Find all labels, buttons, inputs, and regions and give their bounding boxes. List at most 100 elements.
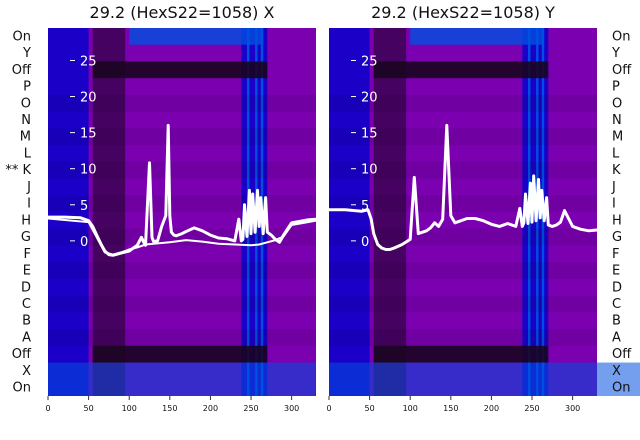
heatmap-row-off-2 [373, 61, 549, 79]
heatmap-band-left [48, 28, 89, 396]
x-tick-label: 150 [162, 404, 177, 413]
heatmap-row-shade-4 [48, 94, 316, 112]
row-label: O [612, 96, 622, 111]
row-label: O [21, 96, 31, 111]
row-label: On [612, 29, 630, 44]
row-label: P [23, 80, 31, 95]
heatmap-row-shade-8 [48, 161, 316, 179]
x-tick-label: 250 [243, 404, 258, 413]
row-label: G [21, 230, 31, 245]
row-label: F [24, 247, 31, 262]
row-label: D [21, 280, 31, 295]
row-label: X [22, 364, 31, 379]
y-tick-label: 15 [361, 127, 378, 142]
heatmap-row-shade-18 [48, 329, 316, 346]
y-tick-label: 25 [80, 54, 97, 69]
row-label: Y [22, 46, 31, 61]
row-label: M [612, 130, 623, 145]
heatmap-row-shade-6 [329, 128, 597, 146]
y-tick-label: 10 [80, 163, 97, 178]
x-tick-label: 50 [84, 404, 94, 413]
row-label: H [612, 213, 622, 228]
row-label: K [612, 163, 621, 178]
x-tick-label: 250 [524, 404, 539, 413]
x-tick-label: 300 [565, 404, 580, 413]
row-label: ** K [5, 163, 31, 178]
y-tick-label: 5 [361, 199, 369, 214]
row-label: On [13, 29, 31, 44]
row-label: F [612, 247, 619, 262]
row-label: I [612, 197, 616, 212]
x-tick-label: 200 [203, 404, 218, 413]
series-line-1 [327, 123, 599, 251]
x-tick-label: 50 [365, 404, 375, 413]
heatmap-row-shade-6 [48, 128, 316, 146]
row-label: D [612, 280, 622, 295]
row-label: C [22, 297, 31, 312]
row-label: L [24, 146, 32, 161]
row-label: Off [12, 63, 32, 78]
heatmap-row-shade-14 [329, 262, 597, 279]
heatmap-row-shade-12 [329, 228, 597, 246]
x-tick-label: 100 [403, 404, 418, 413]
panel-2: 29.2 (HexS22=1058) Y On Y Off PONMLKJIHGFEDC… [326, 3, 640, 413]
row-label: On [612, 381, 630, 396]
chart-title-2: 29.2 (HexS22=1058) Y [371, 3, 555, 22]
row-label: J [26, 180, 31, 195]
row-label: Off [612, 347, 632, 362]
heatmap-row-top [129, 28, 264, 45]
y-tick-label: 15 [80, 127, 97, 142]
heatmap-row-shade-18 [329, 329, 597, 346]
x-tick-label: 300 [284, 404, 299, 413]
x-tick-label: 100 [122, 404, 137, 413]
row-label: C [612, 297, 621, 312]
series-line-2 [47, 217, 317, 256]
y-tick-label: 25 [361, 54, 378, 69]
row-label: H [21, 213, 31, 228]
row-label: E [23, 264, 31, 279]
row-label: B [22, 314, 31, 329]
row-label: X [612, 364, 621, 379]
y-tick-label: 20 [361, 91, 378, 106]
row-label: A [22, 330, 31, 345]
heatmap-row-shade-12 [48, 228, 316, 246]
row-label: L [612, 146, 620, 161]
x-tick-label: 200 [484, 404, 499, 413]
heatmap-row-shade-14 [48, 262, 316, 279]
row-label: A [612, 330, 621, 345]
row-label: Off [612, 63, 632, 78]
row-label: N [612, 113, 622, 128]
y-tick-label: 20 [80, 91, 97, 106]
row-label: J [611, 180, 616, 195]
row-label: N [21, 113, 31, 128]
x-tick-label: 0 [45, 404, 50, 413]
heatmap-row-bottom [329, 362, 640, 396]
y-tick-label: 0 [361, 235, 369, 250]
y-tick-label: 10 [361, 163, 378, 178]
x-tick-label: 150 [443, 404, 458, 413]
heatmap-row-shade-16 [329, 295, 597, 313]
row-label: G [612, 230, 622, 245]
row-label: B [612, 314, 621, 329]
chart-title-1: 29.2 (HexS22=1058) X [90, 3, 275, 22]
heatmap-row-shade-4 [329, 94, 597, 112]
y-tick-label: 5 [80, 199, 88, 214]
heatmap-trough [373, 28, 407, 396]
heatmap-row-shade-16 [48, 295, 316, 313]
row-label: P [612, 80, 620, 95]
row-label: M [20, 130, 31, 145]
row-label: E [612, 264, 620, 279]
row-label: I [27, 197, 31, 212]
y-tick-label: 0 [80, 235, 88, 250]
heatmap-row-shade-8 [329, 161, 597, 179]
row-label: Y [611, 46, 620, 61]
row-label: On [13, 381, 31, 396]
heatmap-row-off-19 [373, 345, 549, 363]
row-label: Off [12, 347, 32, 362]
x-tick-label: 0 [326, 404, 331, 413]
heatmap-row-off-2 [92, 61, 268, 79]
heatmap-row-bottom [48, 362, 316, 396]
heatmap-row-off-19 [92, 345, 268, 363]
